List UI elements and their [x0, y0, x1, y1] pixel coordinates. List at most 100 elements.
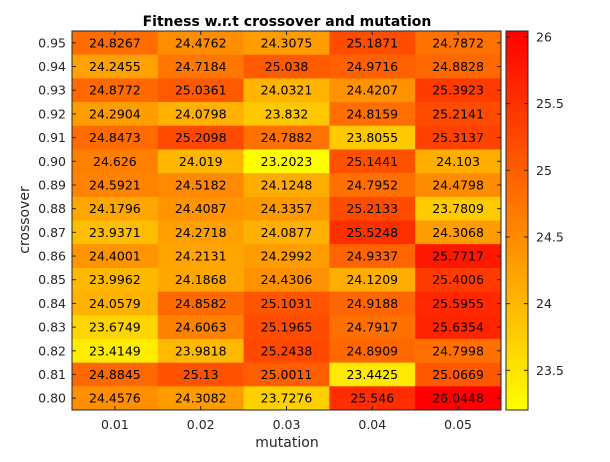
heatmap-cell: [329, 196, 416, 221]
cell-value-label: 25.6354: [432, 320, 484, 335]
cell-value-label: 25.0669: [432, 367, 484, 382]
heatmap-cell: [157, 196, 244, 221]
x-tick-label: 0.05: [444, 417, 472, 432]
cell-value-label: 24.0321: [261, 83, 313, 98]
heatmap-cell: [157, 102, 244, 127]
colorbar: [505, 30, 529, 411]
cell-value-label: 24.3082: [175, 391, 227, 406]
heatmap-cell: [157, 125, 244, 150]
heatmap-cell: [72, 102, 159, 127]
cell-value-label: 24.7952: [346, 177, 398, 192]
cell-value-label: 24.1868: [175, 272, 227, 287]
cell-value-label: 25.5955: [432, 296, 484, 311]
cell-value-label: 24.2904: [89, 106, 141, 121]
y-tick-label: 0.95: [38, 35, 66, 50]
cell-value-label: 25.2098: [175, 130, 227, 145]
cell-value-label: 25.5248: [346, 225, 398, 240]
cell-value-label: 24.4306: [261, 272, 313, 287]
cell-value-label: 25.2133: [346, 201, 398, 216]
colorbar-tick-label: 23.5: [536, 363, 564, 378]
heatmap-cell: [72, 244, 159, 269]
cell-value-labels: 24.8267 24.4762 24.3075 25.1871 24.7872 24.24…: [89, 35, 484, 405]
cell-value-label: 24.0877: [261, 225, 313, 240]
x-tick-labels: 0.01 0.02 0.03 0.04 0.05: [101, 417, 472, 432]
y-tick-label: 0.86: [38, 249, 66, 264]
heatmap-cell: [415, 31, 502, 55]
heatmap-cell: [72, 54, 159, 79]
heatmap-cell: [243, 102, 330, 127]
heatmap-cell: [243, 31, 330, 55]
cell-value-label: 24.2992: [261, 249, 313, 264]
cell-value-label: 24.2131: [175, 249, 227, 264]
heatmap-cell: [243, 244, 330, 269]
y-tick-label: 0.82: [38, 343, 66, 358]
cell-value-label: 24.5182: [175, 177, 227, 192]
cell-value-label: 24.7882: [261, 130, 313, 145]
cell-value-label: 24.4087: [175, 201, 227, 216]
heatmap-cell: [243, 173, 330, 198]
cell-value-label: 24.8267: [89, 35, 141, 50]
y-tick-label: 0.80: [38, 391, 66, 406]
heatmap-cell: [415, 173, 502, 198]
heatmap-cell: [415, 291, 502, 316]
cell-value-label: 23.9371: [89, 225, 141, 240]
cell-value-label: 24.6063: [175, 320, 227, 335]
cell-value-label: 24.8772: [89, 83, 141, 98]
heatmap-cell: [329, 362, 416, 387]
cell-value-label: 24.7872: [432, 35, 484, 50]
y-tick-label: 0.87: [38, 225, 66, 240]
heatmap-cell: [329, 54, 416, 79]
cell-value-label: 24.1796: [89, 201, 141, 216]
cell-value-label: 24.4798: [432, 177, 484, 192]
cell-value-label: 24.2718: [175, 225, 227, 240]
heatmap-cell: [415, 149, 502, 174]
cell-value-label: 25.0011: [261, 367, 313, 382]
cell-value-label: 24.4001: [89, 249, 141, 264]
axis-ticks: [72, 31, 501, 410]
colorbar-tick-label: 24: [536, 296, 552, 311]
heatmap-cell: [415, 78, 502, 103]
y-tick-label: 0.81: [38, 367, 66, 382]
cell-value-label: 26.0448: [432, 391, 484, 406]
heatmap-cell: [243, 267, 330, 292]
heatmap-cell: [72, 362, 159, 387]
heatmap-cell: [329, 125, 416, 150]
y-tick-labels: 0.95 0.94 0.93 0.92 0.91 0.90 0.89 0.88 0.87 0.86…: [38, 35, 66, 405]
heatmap-cell: [415, 386, 502, 411]
heatmap-cell: [243, 386, 330, 411]
y-axis-label: crossover: [17, 186, 33, 254]
heatmap-cell: [329, 291, 416, 316]
heatmap-cells: [72, 31, 502, 411]
heatmap-cell: [157, 315, 244, 340]
heatmap-cell: [415, 244, 502, 269]
heatmap-cell: [243, 291, 330, 316]
heatmap-cell: [157, 291, 244, 316]
heatmap-cell: [72, 220, 159, 245]
cell-value-label: 25.1441: [346, 154, 398, 169]
cell-value-label: 24.7917: [346, 320, 398, 335]
cell-value-label: 23.7809: [432, 201, 484, 216]
heatmap-cell: [415, 315, 502, 340]
heatmap-cell: [415, 267, 502, 292]
cell-value-label: 25.038: [265, 59, 309, 74]
heatmap-cell: [415, 220, 502, 245]
heatmap-cell: [72, 338, 159, 363]
heatmap-cell: [329, 315, 416, 340]
cell-value-label: 24.9188: [346, 296, 398, 311]
heatmap-cell: [415, 338, 502, 363]
cell-value-label: 24.3357: [261, 201, 313, 216]
heatmap-cell: [329, 338, 416, 363]
y-tick-label: 0.92: [38, 106, 66, 121]
cell-value-label: 24.8828: [432, 59, 484, 74]
heatmap-cell: [72, 386, 159, 411]
heatmap-cell: [415, 125, 502, 150]
heatmap-cell: [72, 196, 159, 221]
x-axis-label: mutation: [255, 435, 318, 451]
colorbar-tick-label: 26: [536, 29, 552, 44]
cell-value-label: 24.3075: [261, 35, 313, 50]
heatmap-cell: [72, 125, 159, 150]
cell-value-label: 25.3137: [432, 130, 484, 145]
cell-value-label: 25.1965: [261, 320, 313, 335]
heatmap-cell: [243, 54, 330, 79]
cell-value-label: 24.4207: [346, 83, 398, 98]
